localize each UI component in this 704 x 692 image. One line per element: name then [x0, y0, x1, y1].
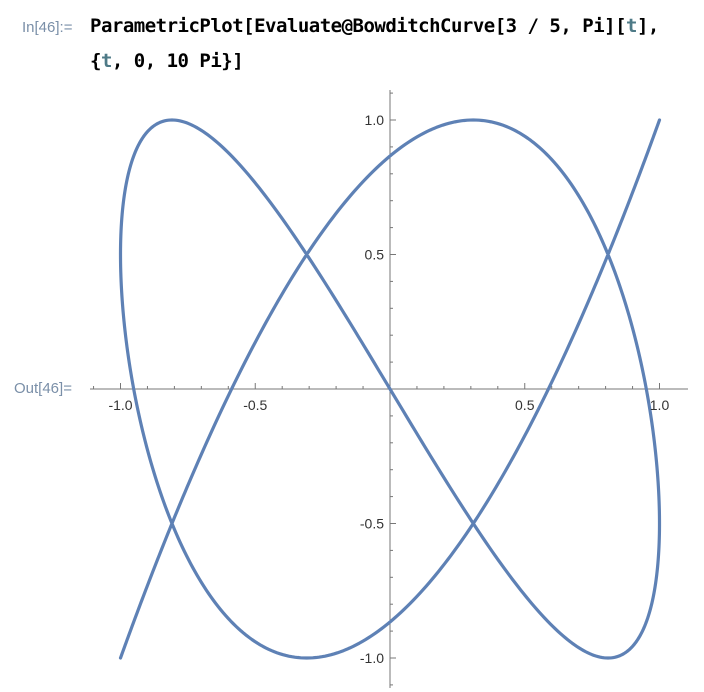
bowditch-curve [118, 118, 662, 660]
code-line1-prefix: ParametricPlot[Evaluate@BowditchCurve[3 … [90, 15, 627, 37]
code-line1-suffix: ], [636, 15, 659, 37]
y-tick-label: -0.5 [360, 516, 384, 532]
x-tick-label: -1.0 [108, 397, 132, 413]
x-tick-label: 1.0 [650, 397, 670, 413]
x-tick-label: 0.5 [515, 397, 535, 413]
code-line-2[interactable]: {t, 0, 10 Pi}] [90, 50, 244, 72]
code-variable-t-2: t [100, 50, 112, 72]
code-line-1[interactable]: ParametricPlot[Evaluate@BowditchCurve[3 … [90, 15, 659, 37]
tick-labels: -1.0 -0.5 0.5 1.0 1.0 0.5 -0.5 -1.0 [108, 112, 669, 666]
y-tick-label: 1.0 [365, 112, 385, 128]
x-tick-label: -0.5 [243, 397, 267, 413]
input-cell-label: In[46]:= [22, 19, 73, 36]
curve-layer [118, 118, 662, 660]
code-line2-suffix: , 0, 10 Pi}] [111, 50, 244, 72]
y-tick-label: -1.0 [360, 650, 384, 666]
output-cell-label: Out[46]= [14, 380, 72, 397]
y-tick-label: 0.5 [365, 247, 385, 263]
code-variable-t: t [626, 15, 637, 37]
code-line2-prefix: { [90, 50, 101, 72]
